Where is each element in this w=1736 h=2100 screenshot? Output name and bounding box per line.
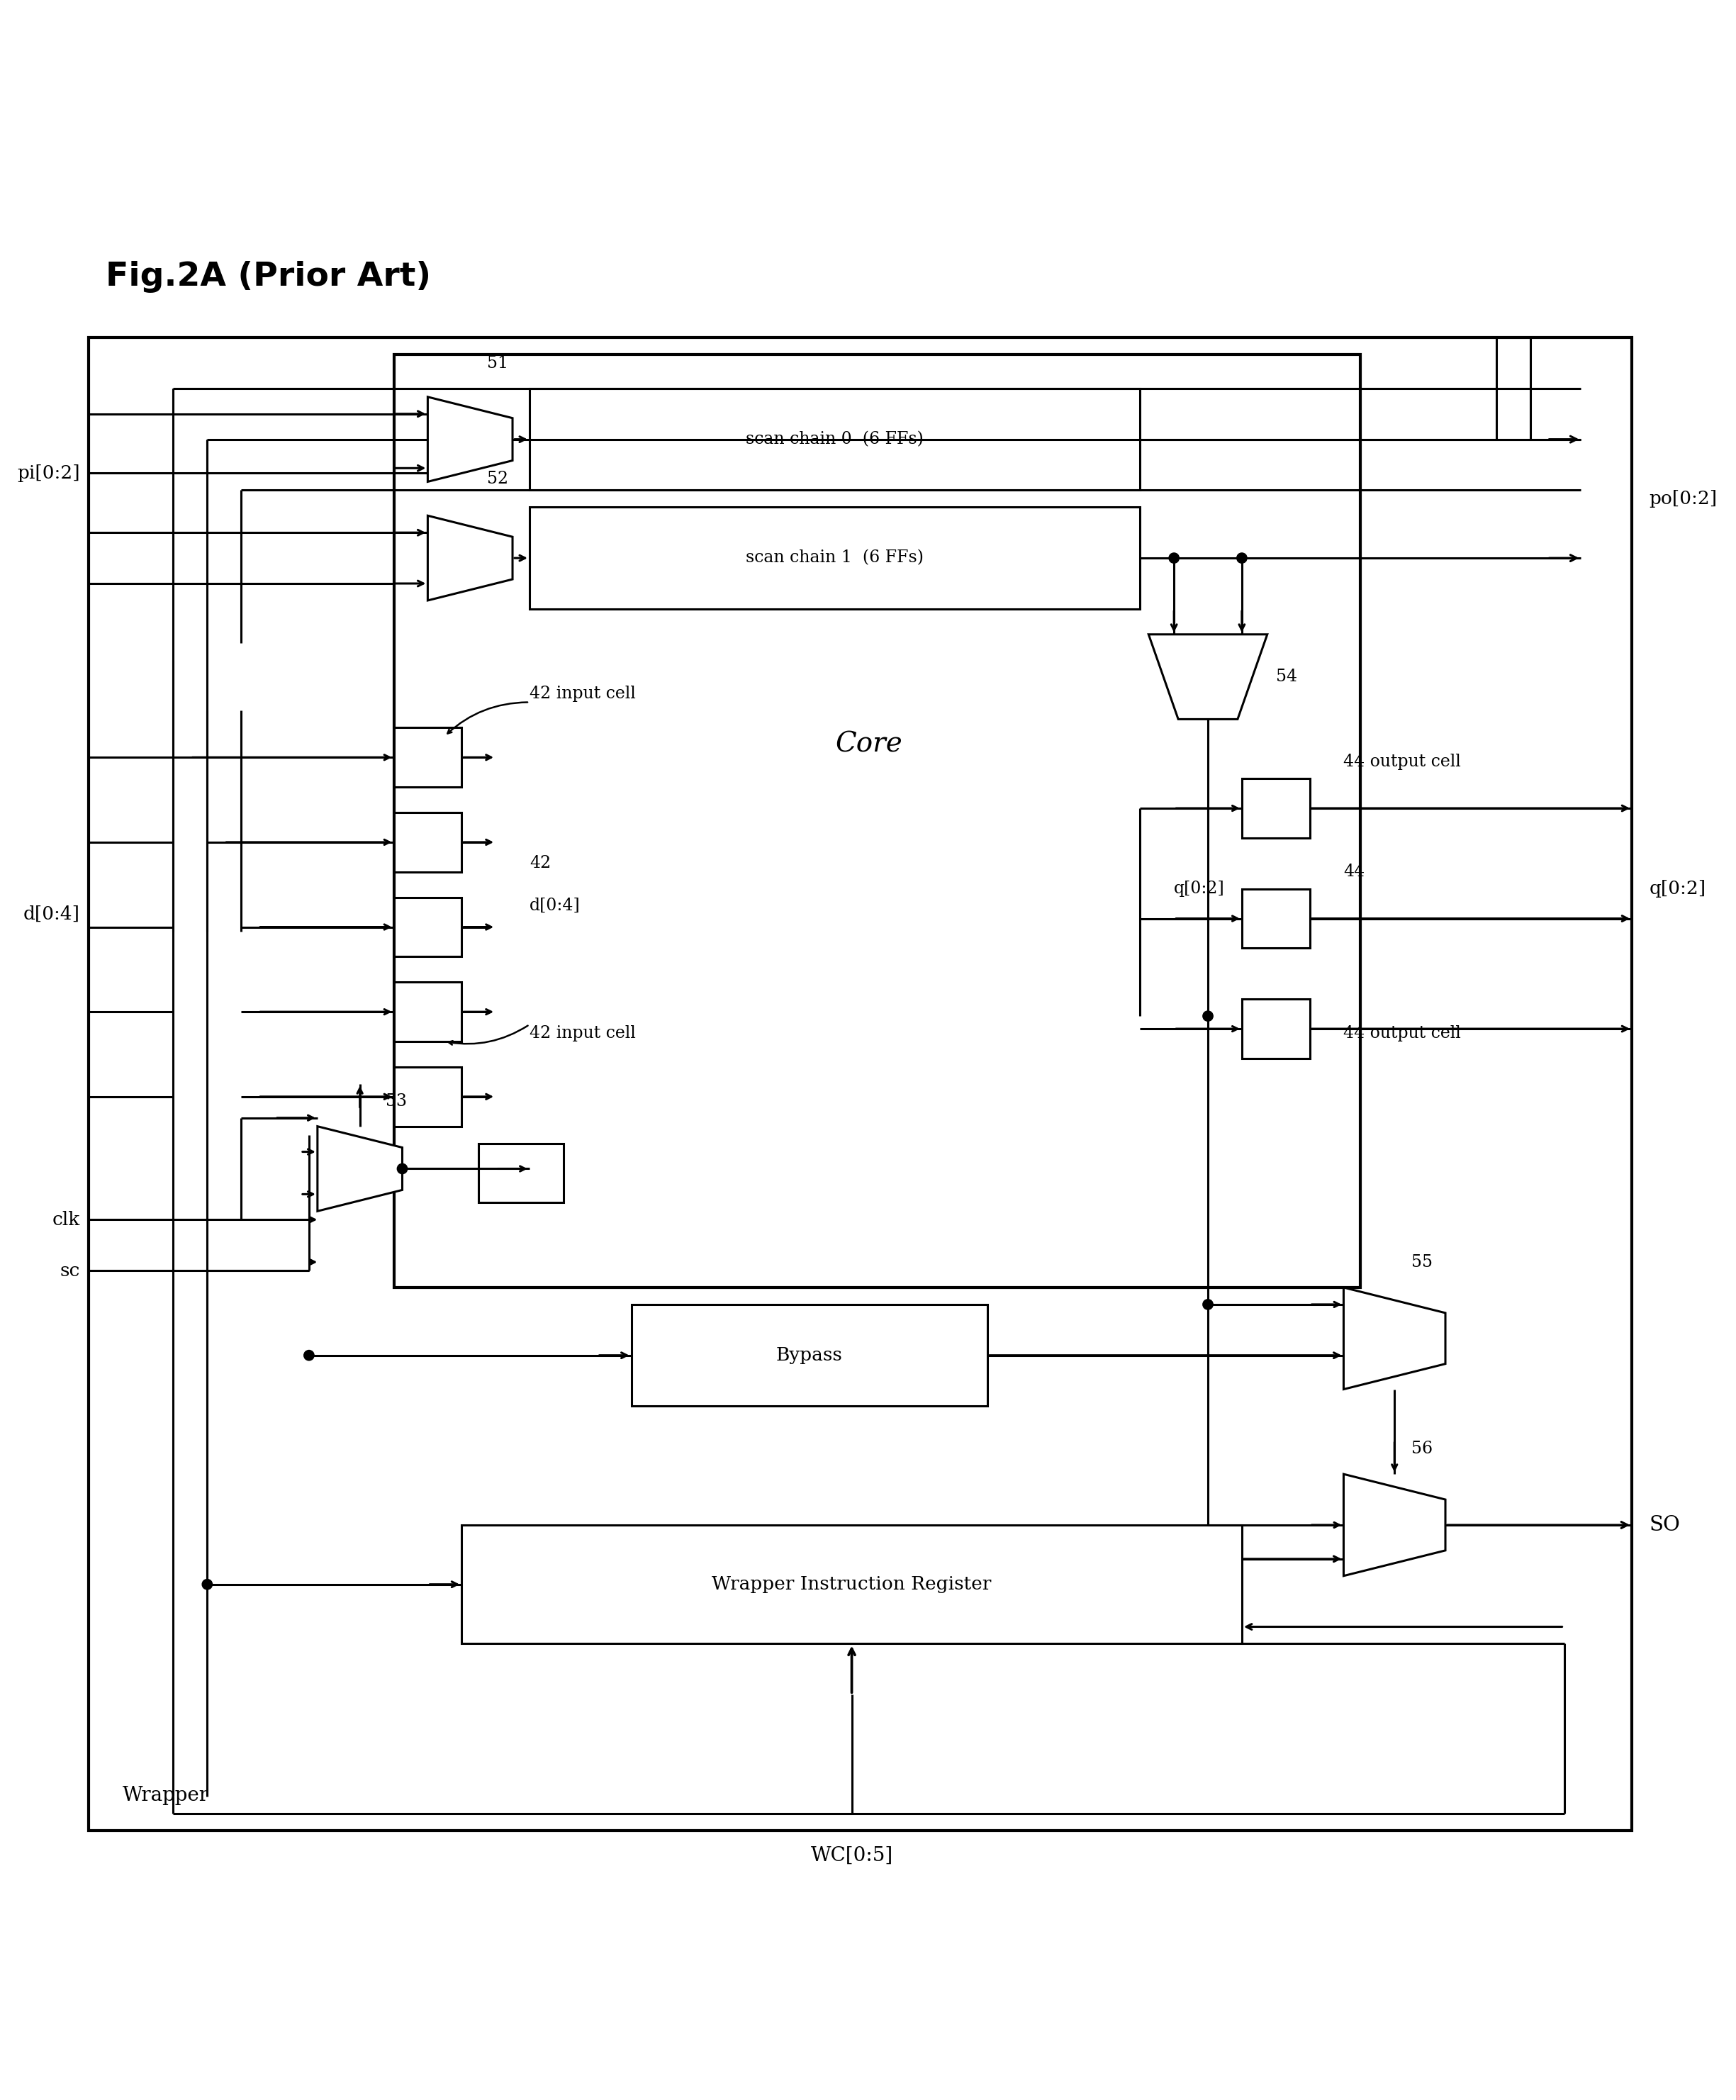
Text: d[0:4]: d[0:4]: [23, 905, 80, 924]
Text: SO: SO: [1649, 1514, 1680, 1535]
Polygon shape: [1149, 634, 1267, 718]
Text: 44 output cell: 44 output cell: [1344, 1025, 1462, 1042]
Text: q[0:2]: q[0:2]: [1649, 880, 1706, 897]
Bar: [479, 1142, 564, 1203]
Circle shape: [304, 1350, 314, 1361]
Text: Bypass: Bypass: [776, 1346, 842, 1365]
Bar: [394, 897, 462, 958]
Text: sc: sc: [61, 1262, 80, 1279]
Bar: [529, 508, 1141, 609]
Text: 51: 51: [488, 355, 509, 372]
Bar: [394, 1067, 462, 1126]
Polygon shape: [427, 397, 512, 481]
Text: pi[0:2]: pi[0:2]: [17, 464, 80, 483]
Text: Core: Core: [835, 731, 903, 758]
Bar: [394, 729, 462, 788]
Text: Fig.2A (Prior Art): Fig.2A (Prior Art): [106, 260, 431, 294]
Circle shape: [1168, 552, 1179, 563]
Circle shape: [1203, 1010, 1213, 1021]
Bar: [1241, 888, 1309, 949]
Text: scan chain 1  (6 FFs): scan chain 1 (6 FFs): [746, 550, 924, 567]
Text: 52: 52: [488, 470, 509, 487]
Circle shape: [398, 1163, 408, 1174]
Polygon shape: [427, 517, 512, 601]
Bar: [89, 338, 1632, 1831]
Text: 42 input cell: 42 input cell: [529, 1025, 635, 1042]
Bar: [394, 813, 462, 872]
Text: 42: 42: [529, 855, 550, 871]
Text: q[0:2]: q[0:2]: [1174, 880, 1226, 897]
Text: Wrapper: Wrapper: [123, 1785, 208, 1804]
Bar: [632, 1304, 988, 1407]
Polygon shape: [1344, 1287, 1446, 1390]
Bar: [529, 389, 1141, 489]
Text: 44: 44: [1344, 863, 1364, 880]
Text: d[0:4]: d[0:4]: [529, 897, 580, 913]
Text: 56: 56: [1411, 1441, 1432, 1457]
Text: 55: 55: [1411, 1254, 1432, 1270]
Text: Wrapper Instruction Register: Wrapper Instruction Register: [712, 1575, 991, 1594]
Bar: [1241, 779, 1309, 838]
Polygon shape: [1344, 1474, 1446, 1575]
Circle shape: [1203, 1300, 1213, 1310]
Text: clk: clk: [52, 1212, 80, 1228]
Bar: [1241, 1000, 1309, 1058]
Text: 53: 53: [385, 1094, 406, 1109]
Circle shape: [1236, 552, 1246, 563]
Polygon shape: [318, 1126, 403, 1212]
Text: 54: 54: [1276, 668, 1297, 685]
Text: po[0:2]: po[0:2]: [1649, 489, 1717, 508]
Text: 42 input cell: 42 input cell: [529, 685, 635, 701]
Bar: [394, 355, 1361, 1287]
Text: scan chain 0  (6 FFs): scan chain 0 (6 FFs): [746, 430, 924, 447]
Text: 44 output cell: 44 output cell: [1344, 754, 1462, 771]
Text: WC[0:5]: WC[0:5]: [811, 1846, 892, 1865]
Bar: [394, 983, 462, 1042]
Circle shape: [201, 1579, 212, 1590]
Bar: [462, 1525, 1241, 1644]
